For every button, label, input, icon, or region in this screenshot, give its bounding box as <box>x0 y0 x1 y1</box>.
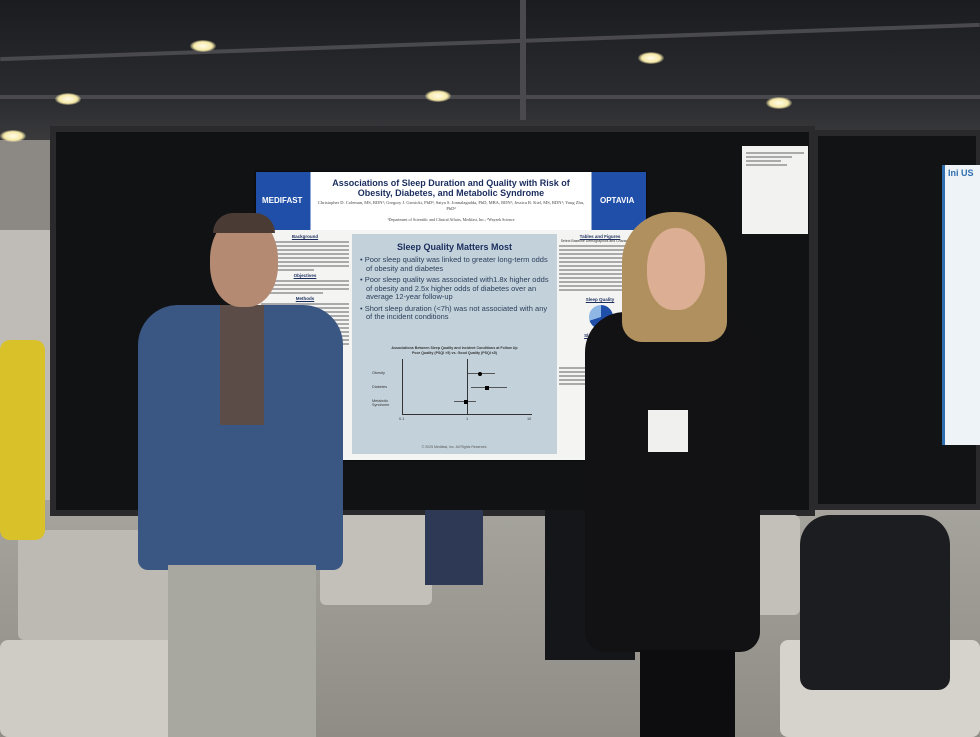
optavia-logo: OPTAVIA <box>600 196 635 205</box>
poster-affiliations: ¹Department of Scientific and Clinical A… <box>387 217 515 222</box>
section-heading: Methods <box>295 296 315 301</box>
point-obesity <box>478 371 482 376</box>
abstract-sheet <box>742 146 808 234</box>
key-findings-list: Poor sleep quality was linked to greater… <box>360 255 555 325</box>
row-label: Metabolic Syndrome <box>372 399 390 407</box>
point-diabetes <box>485 385 489 390</box>
man-trousers <box>168 565 316 737</box>
ceiling-beam <box>0 95 980 99</box>
key-finding: Poor sleep quality was associated with1.… <box>360 275 555 302</box>
forest-plot-title: Associations Between Sleep Quality and I… <box>362 346 547 356</box>
section-heading: Tables and Figures <box>579 234 621 239</box>
section-heading: Background <box>291 234 319 239</box>
medifast-logo: MEDIFAST <box>262 196 303 205</box>
woman-head <box>647 228 705 310</box>
key-findings-title: Sleep Quality Matters Most <box>396 242 513 252</box>
key-findings-panel: Sleep Quality Matters Most Poor sleep qu… <box>352 234 557 454</box>
forest-plot-subtitle: Poor Quality (PSQI >5) vs. Good Quality … <box>412 351 497 355</box>
poster-authors: Christopher D. Coleman, MS, RDN¹; Gregor… <box>317 200 585 211</box>
ceiling-duct <box>520 0 526 120</box>
poster-header: MEDIFAST OPTAVIA Associations of Sleep D… <box>256 172 646 230</box>
bystander <box>0 340 45 540</box>
ceiling <box>0 0 980 142</box>
row-label: Diabetes <box>372 385 387 389</box>
bystander-legs <box>425 510 483 585</box>
ceiling-light <box>766 97 792 109</box>
woman-dress <box>585 312 760 652</box>
man-shirt <box>220 305 264 425</box>
woman-boots <box>640 650 735 737</box>
tick-label: 1 <box>466 417 469 421</box>
x-axis <box>402 414 532 415</box>
table-caption: Select Baseline Demographics and Charact… <box>560 239 640 243</box>
name-badge <box>648 410 688 452</box>
y-axis <box>402 359 403 414</box>
ceiling-light <box>638 52 664 64</box>
adjacent-poster: Ini US <box>942 165 980 445</box>
ci-diabetes <box>471 387 507 388</box>
ceiling-light <box>190 40 216 52</box>
copyright: © 2025 Medifast, Inc. All Rights Reserve… <box>421 445 488 449</box>
key-finding: Poor sleep quality was linked to greater… <box>360 255 555 273</box>
adjacent-poster-title: Ini US <box>948 168 974 178</box>
section-heading: Sleep Quality <box>585 297 615 302</box>
man-hair <box>213 213 275 233</box>
point-metabolic-syndrome <box>464 399 468 404</box>
backpack <box>800 515 950 690</box>
row-label: Obesity <box>372 371 385 375</box>
tick-label: 0.1 <box>399 417 405 421</box>
forest-plot: Obesity Diabetes Metabolic Syndrome 0.1 … <box>372 359 542 429</box>
chair-seat <box>0 640 180 737</box>
key-finding: Short sleep duration (<7h) was not assoc… <box>360 304 555 322</box>
ceiling-light <box>55 93 81 105</box>
reference-line <box>467 359 468 414</box>
forest-plot-title-line: Associations Between Sleep Quality and I… <box>391 346 518 350</box>
ceiling-light <box>0 130 26 142</box>
ceiling-light <box>425 90 451 102</box>
tick-label: 10 <box>527 417 532 421</box>
section-heading: Objectives <box>293 273 317 278</box>
ceiling-beam <box>0 22 980 62</box>
poster-title: Associations of Sleep Duration and Quali… <box>332 178 570 198</box>
